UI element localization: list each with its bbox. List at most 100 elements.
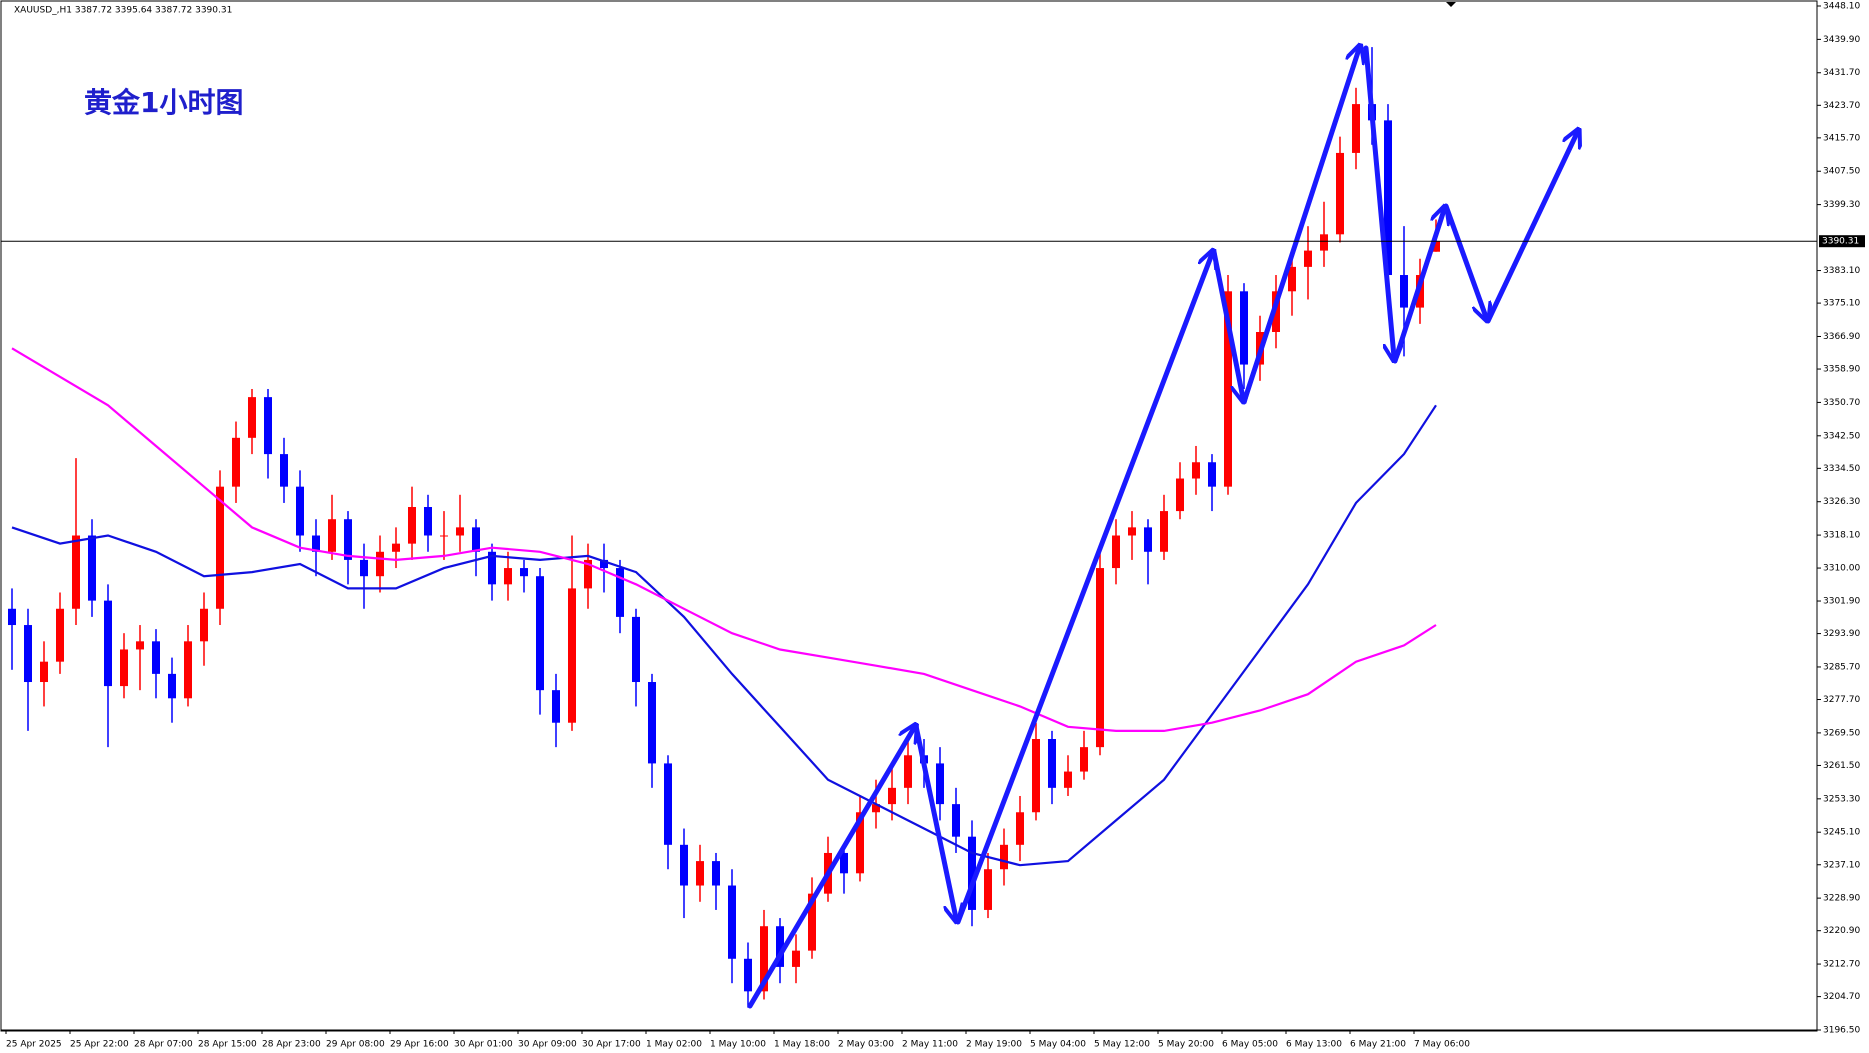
x-tick-label: 29 Apr 08:00 <box>326 1040 385 1050</box>
candle-body <box>184 641 192 699</box>
candle-body <box>232 437 240 487</box>
chart-title: 黄金1小时图 <box>84 86 243 119</box>
candle-body <box>1336 152 1344 235</box>
candle-body <box>56 608 64 662</box>
candle-body <box>392 543 400 552</box>
candle-body <box>888 787 896 805</box>
candle-body <box>792 950 800 967</box>
y-tick-label: 3277.70 <box>1823 695 1860 705</box>
candle-body <box>968 836 976 910</box>
y-tick-label: 3253.30 <box>1823 794 1860 804</box>
y-tick-label: 3399.30 <box>1823 200 1860 210</box>
candle-body <box>1352 104 1360 153</box>
candle-body <box>1016 812 1024 845</box>
candle-body <box>456 527 464 536</box>
x-tick-label: 7 May 06:00 <box>1414 1040 1470 1050</box>
candle-body <box>488 551 496 585</box>
candle-body <box>1112 535 1120 569</box>
candle-body <box>984 869 992 910</box>
y-tick-label: 3261.50 <box>1823 761 1860 771</box>
candle-body <box>1032 738 1040 813</box>
plot-frame <box>0 0 1818 1032</box>
y-tick-label: 3375.10 <box>1823 299 1860 309</box>
x-tick-label: 1 May 18:00 <box>774 1040 830 1050</box>
candle-body <box>616 568 624 617</box>
x-tick-label: 25 Apr 2025 <box>6 1040 62 1050</box>
candle-body <box>1432 241 1440 252</box>
candle-body <box>152 641 160 674</box>
candle-body <box>776 926 784 967</box>
y-tick-label: 3245.10 <box>1823 828 1860 838</box>
header: XAUUSD_,H1 3387.72 3395.64 3387.72 3390.… <box>14 6 232 16</box>
x-tick-label: 6 May 21:00 <box>1350 1040 1406 1050</box>
x-tick-label: 5 May 12:00 <box>1094 1040 1150 1050</box>
x-tick-label: 28 Apr 07:00 <box>134 1040 193 1050</box>
candle-body <box>40 661 48 683</box>
x-tick-label: 1 May 02:00 <box>646 1040 702 1050</box>
arrow <box>1392 210 1444 364</box>
candle-body <box>280 454 288 487</box>
y-tick-label: 3334.50 <box>1823 464 1860 474</box>
arrow <box>747 728 914 1009</box>
candle-body <box>632 616 640 683</box>
y-tick-label: 3228.90 <box>1823 894 1860 904</box>
candle-body <box>664 763 672 845</box>
arrow <box>1241 49 1359 405</box>
moving-average <box>11 404 1437 867</box>
marks <box>8 47 1440 1008</box>
candle-body <box>120 649 128 687</box>
arrow <box>1363 45 1394 357</box>
y-tick-label: 3310.00 <box>1823 564 1860 574</box>
y-tick-label: 3431.70 <box>1823 68 1860 78</box>
candle-body <box>1064 771 1072 788</box>
candle-body <box>1240 291 1248 365</box>
candle-body <box>760 926 768 992</box>
y-tick-label: 3326.30 <box>1823 497 1860 507</box>
candle-body <box>104 600 112 687</box>
candle-body <box>584 559 592 589</box>
candle-body <box>328 519 336 552</box>
candle-body <box>1080 747 1088 772</box>
candle-body <box>1048 738 1056 788</box>
candle-body <box>680 844 688 886</box>
arrow <box>1443 203 1486 317</box>
candle-body <box>536 576 544 691</box>
y-tick-label: 3318.10 <box>1823 531 1860 541</box>
candle-body <box>808 893 816 951</box>
candle-body <box>936 763 944 805</box>
candle-body <box>88 535 96 601</box>
y-tick-label: 3196.50 <box>1823 1026 1860 1036</box>
y-tick-label: 3358.90 <box>1823 365 1860 375</box>
candle-body <box>1176 478 1184 512</box>
candle-body <box>216 486 224 609</box>
candle-body <box>1224 291 1232 487</box>
candle-body <box>1384 120 1392 276</box>
candle-body <box>8 608 16 626</box>
shift-marker <box>1446 2 1456 7</box>
y-tick-label: 3350.70 <box>1823 398 1860 408</box>
candle-body <box>904 755 912 788</box>
candle-body <box>712 861 720 886</box>
candle-body <box>744 958 752 992</box>
candle-body <box>344 519 352 560</box>
candle-body <box>1400 275 1408 308</box>
trend-arrows <box>747 45 1577 1009</box>
y-tick-label: 3220.90 <box>1823 926 1860 936</box>
candle-body <box>24 625 32 683</box>
candle-body <box>520 568 528 577</box>
arrow <box>913 723 956 918</box>
x-tick-label: 2 May 19:00 <box>966 1040 1022 1050</box>
x-tick-label: 28 Apr 15:00 <box>198 1040 257 1050</box>
candle-body <box>1288 266 1296 292</box>
candle-body <box>424 507 432 536</box>
candle-body <box>1000 844 1008 870</box>
candle-body <box>648 682 656 764</box>
candle-body <box>264 397 272 455</box>
arrow <box>1211 249 1243 398</box>
y-tick-label: 3285.70 <box>1823 662 1860 672</box>
candle-body <box>504 568 512 585</box>
x-tick-label: 30 Apr 17:00 <box>582 1040 641 1050</box>
candle-body <box>1144 527 1152 552</box>
x-tick-label: 5 May 04:00 <box>1030 1040 1086 1050</box>
candle-body <box>408 507 416 544</box>
